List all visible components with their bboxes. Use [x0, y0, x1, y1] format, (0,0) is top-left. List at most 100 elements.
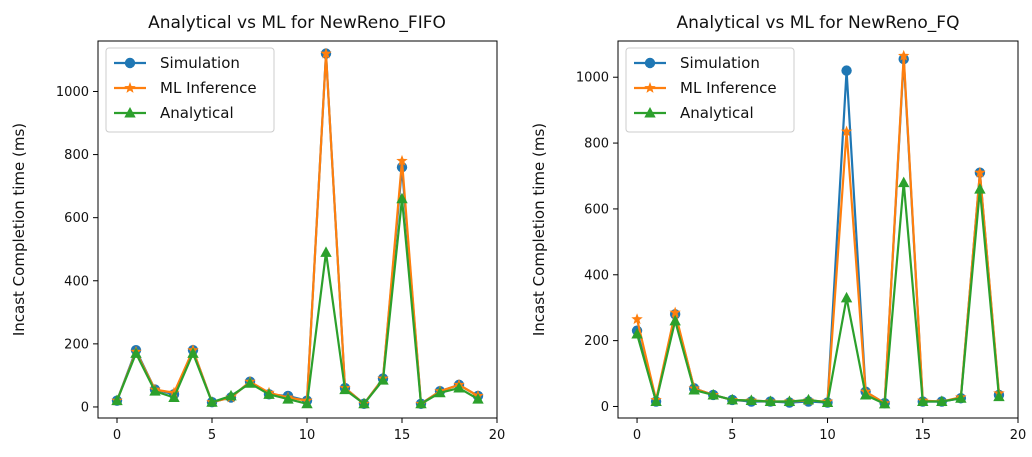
data-point [764, 395, 777, 407]
data-point [650, 395, 662, 407]
y-tick-label: 800 [584, 137, 609, 152]
legend-label: Analytical [160, 104, 234, 122]
legend-entry: Analytical [114, 104, 234, 122]
data-point [415, 397, 427, 409]
legend-swatch-marker [644, 57, 656, 69]
x-tick-label: 15 [394, 428, 411, 443]
series-analytical [631, 176, 1005, 409]
y-tick-label: 800 [64, 148, 89, 163]
data-point [974, 183, 986, 194]
data-point [434, 386, 446, 398]
data-point [320, 47, 332, 59]
legend-swatch-marker [124, 82, 136, 93]
data-point [840, 125, 853, 137]
data-point [396, 192, 408, 204]
y-tick-label: 400 [64, 274, 89, 289]
data-point [802, 393, 815, 405]
x-tick-label: 20 [1010, 428, 1027, 443]
data-point [130, 347, 142, 358]
data-point [111, 394, 123, 406]
data-point [783, 395, 796, 407]
data-point [320, 246, 332, 257]
data-point [263, 388, 275, 399]
legend-label: Simulation [160, 54, 240, 72]
y-tick-label: 600 [584, 202, 609, 217]
data-point [955, 392, 967, 403]
y-axis-label: Incast Completion time (ms) [530, 123, 548, 336]
legend-entry: ML Inference [634, 79, 777, 97]
series-line [635, 181, 1001, 405]
data-point [358, 397, 370, 409]
data-point [726, 393, 738, 405]
y-tick-label: 400 [584, 268, 609, 283]
y-axis-label: Incast Completion time (ms) [10, 123, 28, 336]
legend: Simulation ML Inference Analytical [625, 47, 795, 133]
series-analytical [111, 192, 484, 409]
plot-frame [97, 40, 498, 419]
data-point [745, 394, 758, 406]
data-point [631, 313, 643, 325]
data-point [878, 397, 891, 409]
x-tick-label: 0 [633, 428, 641, 443]
data-point [187, 347, 199, 358]
data-point [821, 396, 834, 408]
data-point [917, 395, 929, 407]
legend: Simulation ML Inference Analytical [105, 47, 275, 133]
plot-frame [617, 40, 1019, 419]
x-tick-label: 5 [208, 428, 216, 443]
data-point [206, 396, 218, 407]
legend-label: Analytical [680, 104, 754, 122]
y-tick-label: 600 [64, 211, 89, 226]
y-tick-label: 200 [584, 334, 609, 349]
data-point [859, 388, 872, 400]
data-point [396, 154, 408, 166]
legend-entry: Analytical [634, 104, 754, 122]
data-point [898, 176, 910, 188]
legend-swatch-marker [644, 82, 656, 93]
data-point [472, 393, 484, 404]
chart-title: Analytical vs ML for NewReno_FIFO [148, 13, 446, 33]
y-tick-label: 1000 [576, 71, 609, 86]
legend-label: ML Inference [680, 79, 777, 97]
data-point [840, 291, 853, 303]
data-point [898, 49, 910, 61]
x-tick-label: 10 [299, 428, 316, 443]
chart-panel-1: Analytical vs ML for NewReno_FIFO Incast … [10, 13, 505, 443]
data-point [974, 166, 986, 178]
legend-swatch-marker [124, 57, 136, 69]
series-line [115, 197, 479, 405]
data-point [168, 391, 180, 402]
legend-entry: ML Inference [114, 79, 257, 97]
x-tick-label: 15 [914, 428, 931, 443]
data-point [301, 397, 313, 409]
chart-panel-2: Analytical vs ML for NewReno_FQ Incast Co… [530, 13, 1026, 443]
data-point [282, 393, 294, 404]
data-point [453, 382, 465, 393]
data-point [631, 328, 643, 339]
y-tick-label: 1000 [56, 85, 89, 100]
y-tick-label: 200 [64, 337, 89, 352]
chart-title: Analytical vs ML for NewReno_FQ [677, 13, 960, 33]
data-point [244, 377, 256, 388]
data-point [377, 374, 389, 385]
legend-box [625, 47, 795, 133]
legend-entry: Simulation [634, 54, 760, 72]
y-tick-label: 0 [81, 400, 89, 415]
legend-label: ML Inference [160, 79, 257, 97]
data-point [669, 314, 681, 326]
legend-box [105, 47, 275, 133]
x-tick-label: 10 [819, 428, 836, 443]
data-point [707, 388, 719, 400]
legend-entry: Simulation [114, 54, 240, 72]
legend-swatch-marker [124, 107, 136, 118]
legend-label: Simulation [680, 54, 760, 72]
legend-swatch-marker [644, 107, 656, 118]
data-point [339, 383, 351, 395]
x-tick-label: 0 [113, 428, 121, 443]
y-tick-label: 0 [601, 400, 609, 415]
data-point [993, 390, 1005, 402]
data-point [669, 306, 681, 318]
data-point [936, 395, 948, 407]
x-tick-label: 5 [728, 428, 736, 443]
